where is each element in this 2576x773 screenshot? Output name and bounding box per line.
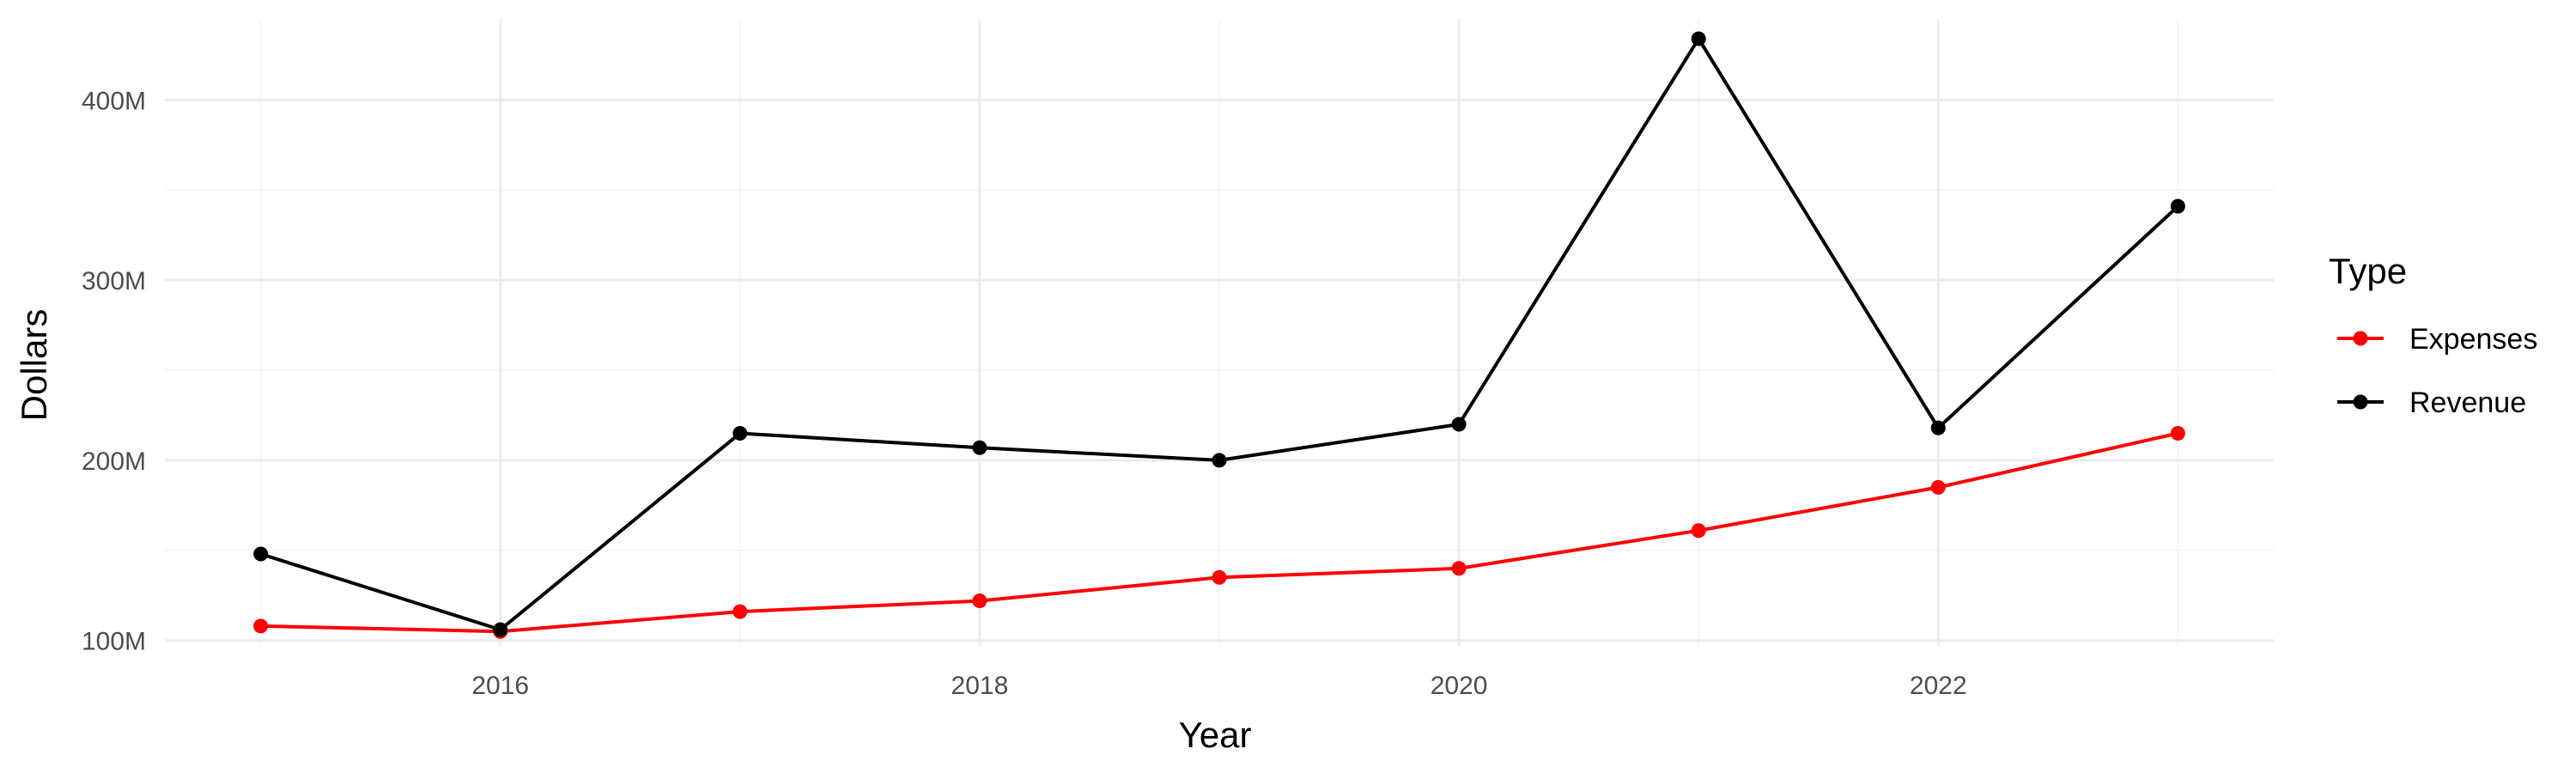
y-tick-label: 100M [82,628,146,656]
y-axis-tick-labels: 100M 200M 300M 400M [82,87,146,655]
x-tick-label: 2022 [1910,672,1967,700]
data-point-expenses [253,618,269,634]
data-point-expenses [2170,425,2185,441]
x-axis-tick-labels: 2016 2018 2020 2022 [471,672,1966,700]
legend-label: Expenses [2409,323,2537,356]
data-point-expenses [1930,479,1946,495]
legend-title: Type [2329,251,2407,291]
data-point-revenue [1691,31,1706,46]
x-tick-label: 2020 [1431,672,1488,700]
data-point-revenue [493,622,508,637]
series-lines [253,31,2185,639]
series-revenue [253,31,2185,637]
legend-key-point [2353,331,2368,346]
y-tick-label: 400M [82,87,146,115]
data-point-revenue [2170,198,2185,214]
y-axis-title: Dollars [14,309,54,422]
gridlines [165,19,2274,646]
y-tick-label: 200M [82,447,146,476]
x-tick-label: 2018 [951,672,1009,700]
data-point-revenue [253,546,269,562]
series-expenses [253,425,2185,639]
data-point-revenue [732,425,748,441]
legend: Type Expenses Revenue [2329,251,2537,419]
legend-key-point [2353,394,2368,410]
x-tick-label: 2016 [471,672,529,700]
legend-entries: Expenses Revenue [2337,323,2537,419]
legend-item-expenses: Expenses [2337,323,2537,356]
data-point-expenses [1212,569,1227,585]
data-point-expenses [972,593,987,609]
data-point-revenue [972,440,987,455]
y-tick-label: 300M [82,267,146,295]
data-point-expenses [1691,523,1706,539]
data-point-expenses [732,604,748,619]
data-point-revenue [1451,417,1467,432]
legend-item-revenue: Revenue [2337,386,2526,419]
data-point-revenue [1930,420,1946,435]
data-point-expenses [1451,561,1467,576]
x-axis-title: Year [1179,715,1252,755]
data-point-revenue [1212,453,1227,468]
legend-label: Revenue [2409,386,2526,419]
